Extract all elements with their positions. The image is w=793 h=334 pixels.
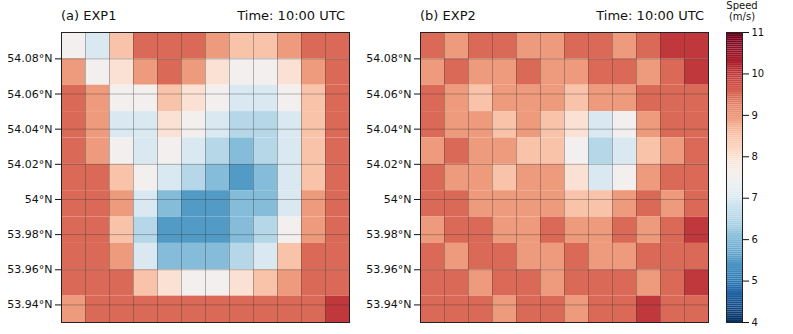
svg-text:54.02°N: 54.02°N: [366, 158, 411, 171]
html-text:(b) EXP2: (b) EXP2: [420, 8, 476, 23]
svg-text:54°N: 54°N: [25, 193, 53, 206]
svg-text:54.06°N: 54.06°N: [366, 88, 411, 101]
svg-text:53.98°N: 53.98°N: [366, 228, 411, 241]
svg-text:11: 11: [752, 27, 765, 38]
svg-text:7: 7: [752, 192, 758, 203]
html-text:(a) EXP1: (a) EXP1: [61, 8, 117, 23]
html-text:(m/s): (m/s): [728, 11, 756, 22]
html-text:Speed: Speed: [726, 0, 758, 11]
svg-text:54.08°N: 54.08°N: [7, 52, 52, 65]
svg-text:54.04°N: 54.04°N: [7, 123, 52, 136]
svg-text:10: 10: [752, 68, 765, 79]
svg-text:53.94°N: 53.94°N: [7, 298, 52, 311]
svg-text:53.96°N: 53.96°N: [7, 263, 52, 276]
svg-text:53.98°N: 53.98°N: [7, 228, 52, 241]
svg-text:8: 8: [752, 151, 758, 162]
svg-text:54°N: 54°N: [384, 193, 412, 206]
svg-text:5: 5: [752, 275, 758, 286]
svg-text:4: 4: [752, 317, 758, 328]
svg-text:54.04°N: 54.04°N: [366, 123, 411, 136]
html-text:Time: 10:00 UTC: Time: 10:00 UTC: [596, 8, 704, 23]
svg-text:53.94°N: 53.94°N: [366, 298, 411, 311]
svg-text:54.06°N: 54.06°N: [7, 88, 52, 101]
svg-text:9: 9: [752, 110, 758, 121]
svg-text:53.96°N: 53.96°N: [366, 263, 411, 276]
svg-text:54.08°N: 54.08°N: [366, 52, 411, 65]
html-text:Time: 10:00 UTC: Time: 10:00 UTC: [237, 8, 345, 23]
svg-text:54.02°N: 54.02°N: [7, 158, 52, 171]
svg-text:6: 6: [752, 234, 758, 245]
